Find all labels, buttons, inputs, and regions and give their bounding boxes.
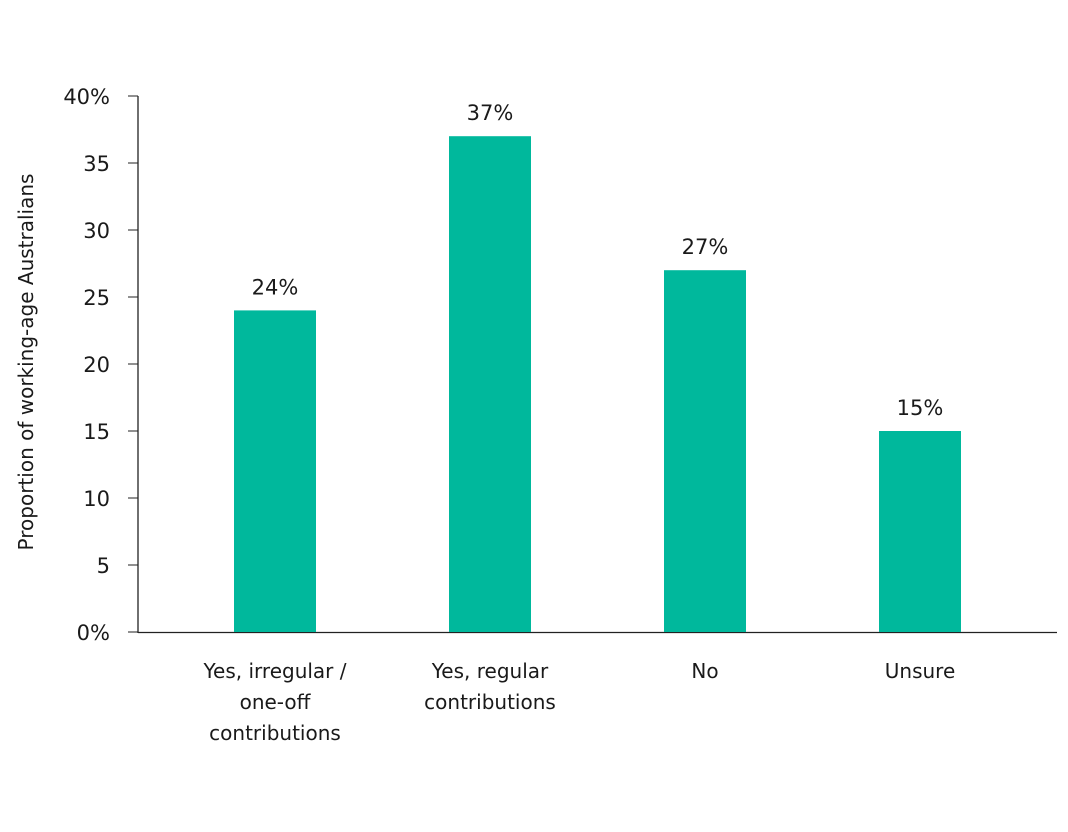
bar xyxy=(234,310,316,632)
y-axis-label: Proportion of working-age Australians xyxy=(14,173,38,551)
y-tick-label: 5 xyxy=(97,554,110,578)
y-tick-label: 35 xyxy=(83,152,110,176)
y-tick-label: 10 xyxy=(83,487,110,511)
data-label: 37% xyxy=(467,101,514,125)
category-label: Yes, regular contributions xyxy=(424,659,556,714)
y-tick-label: 25 xyxy=(83,286,110,310)
y-tick-label: 30 xyxy=(83,219,110,243)
category-label: Unsure xyxy=(884,659,956,683)
data-label: 15% xyxy=(897,396,944,420)
category-label: Yes, irregular / one-off contributions xyxy=(203,659,347,745)
y-tick-label: 20 xyxy=(83,353,110,377)
bar xyxy=(879,431,961,632)
data-label: 27% xyxy=(682,235,729,259)
y-tick-label: 0% xyxy=(77,621,110,645)
bar xyxy=(449,136,531,632)
category-label: No xyxy=(691,659,719,683)
data-label: 24% xyxy=(252,275,299,299)
bar xyxy=(664,270,746,632)
y-tick-label: 40% xyxy=(63,85,110,109)
y-tick-label: 15 xyxy=(83,420,110,444)
